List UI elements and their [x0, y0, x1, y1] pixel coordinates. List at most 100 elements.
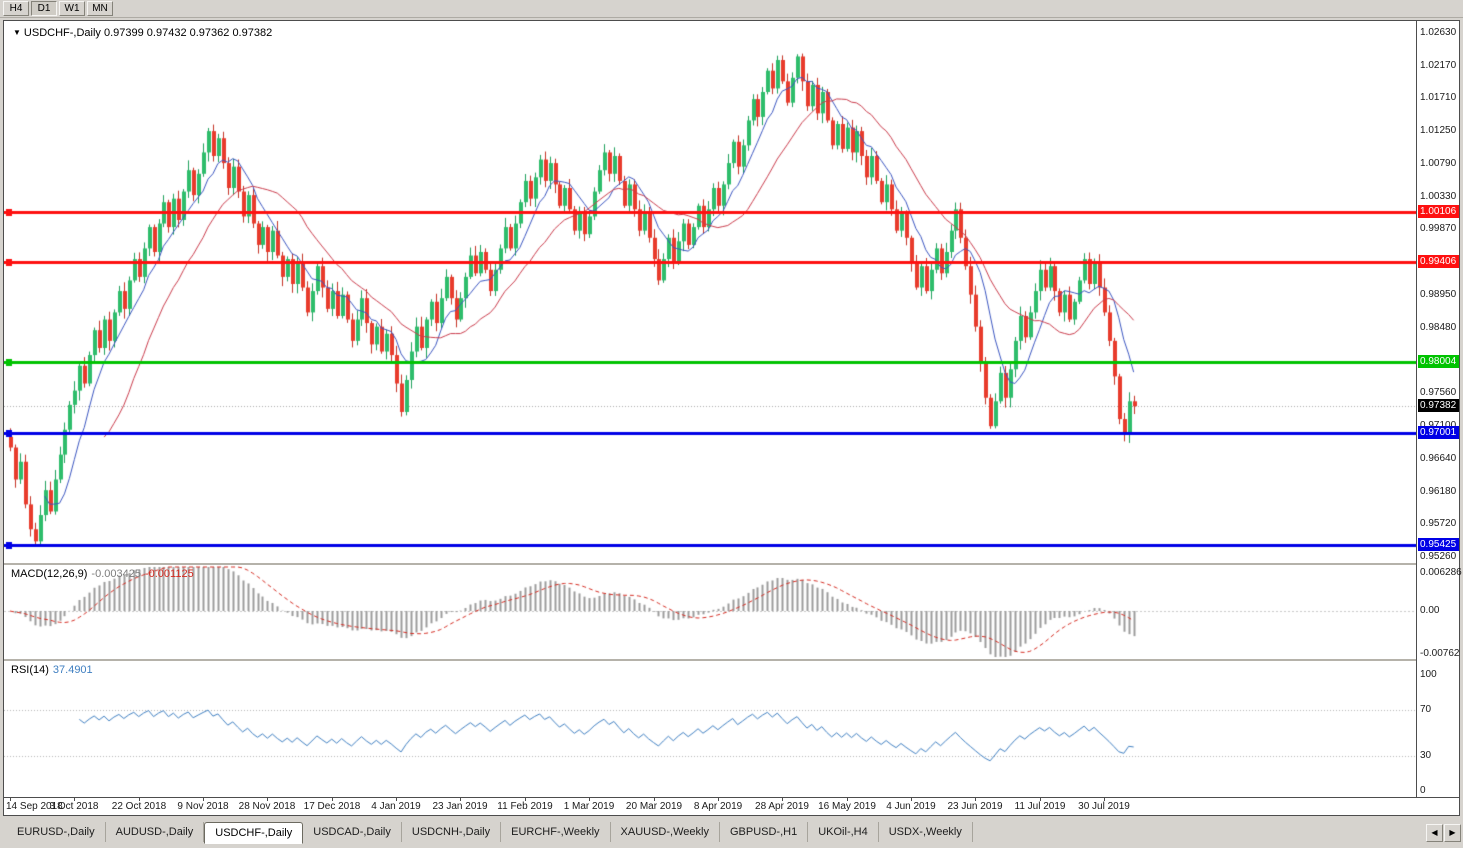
tab-usdcad-daily[interactable]: USDCAD-,Daily	[303, 822, 402, 842]
rsi-axis-tick: 70	[1420, 703, 1432, 715]
price-axis-tick: 0.95720	[1420, 518, 1457, 530]
hline-price-tag-3: 0.97001	[1418, 426, 1459, 439]
date-axis-tick	[525, 798, 526, 801]
price-axis-tick: 1.02170	[1420, 59, 1457, 71]
date-axis-label: 8 Apr 2019	[693, 801, 743, 812]
date-axis-label: 11 Jul 2019	[1014, 801, 1066, 812]
hline-price-tag-2: 0.98004	[1418, 355, 1459, 368]
tab-usdchf-daily[interactable]: USDCHF-,Daily	[204, 822, 304, 844]
tab-usdcnh-daily[interactable]: USDCNH-,Daily	[402, 822, 502, 842]
date-axis-label: 16 May 2019	[818, 801, 876, 812]
timeframe-toolbar: H4 D1 W1 MN	[0, 0, 1463, 18]
tab-usdx-weekly[interactable]: USDX-,Weekly	[879, 822, 973, 842]
current-price-tag: 0.97382	[1418, 399, 1459, 412]
macd-main-value: -0.003425	[91, 568, 141, 580]
date-axis-tick	[654, 798, 655, 801]
tab-audusd-daily[interactable]: AUDUSD-,Daily	[106, 822, 205, 842]
date-axis-label: 30 Jul 2019	[1078, 801, 1130, 812]
date-axis-tick	[460, 798, 461, 801]
date-axis-tick	[10, 798, 11, 801]
date-axis-tick	[332, 798, 333, 801]
pane-splitter-rsi[interactable]	[4, 659, 1459, 661]
macd-label: MACD(12,26,9) -0.003425 -0.001125	[11, 568, 194, 580]
tab-scroll-buttons: ◀ ▶	[1426, 824, 1461, 842]
price-axis-tick: 1.01710	[1420, 92, 1457, 104]
date-axis-label: 28 Apr 2019	[755, 801, 809, 812]
date-axis-label: 14 Sep 2018	[6, 801, 63, 812]
price-axis-tick: 0.96180	[1420, 485, 1457, 497]
date-axis[interactable]: 14 Sep 2018 3 Oct 2018 22 Oct 2018 9 Nov 20…	[4, 797, 1459, 815]
date-axis-tick	[847, 798, 848, 801]
macd-name: MACD(12,26,9)	[11, 568, 88, 580]
price-axis-tick: 0.96640	[1420, 452, 1457, 464]
date-axis-label: 23 Jan 2019	[432, 801, 488, 812]
tab-xauusd-weekly[interactable]: XAUUSD-,Weekly	[611, 822, 720, 842]
price-axis-tick: 1.00790	[1420, 157, 1457, 169]
date-axis-tick	[589, 798, 590, 801]
rsi-name: RSI(14)	[11, 664, 49, 676]
pane-splitter-macd[interactable]	[4, 563, 1459, 565]
chart-ohlc-values: 0.97399 0.97432 0.97362 0.97382	[103, 27, 273, 39]
date-axis-label: 20 Mar 2019	[625, 801, 683, 812]
timeframe-button-h4[interactable]: H4	[3, 1, 29, 16]
date-axis-tick	[203, 798, 204, 801]
date-axis-tick	[911, 798, 912, 801]
hline-price-tag-1: 0.99406	[1418, 255, 1459, 268]
tab-scroll-right-button[interactable]: ▶	[1444, 824, 1461, 842]
date-axis-tick	[1104, 798, 1105, 801]
price-axis-tick: 0.98480	[1420, 322, 1457, 334]
price-axis-tick: 0.97560	[1420, 387, 1457, 399]
chart-marker-icon: ▼	[13, 28, 21, 37]
rsi-axis-tick: 100	[1420, 669, 1437, 680]
price-axis-tick: 0.97100	[1420, 420, 1456, 431]
macd-signal-value: -0.001125	[144, 568, 194, 580]
rsi-label: RSI(14) 37.4901	[11, 664, 93, 676]
rsi-canvas[interactable]	[4, 661, 1416, 797]
hline-price-tag-0: 1.00106	[1418, 205, 1459, 218]
date-axis-label: 4 Jan 2019	[371, 801, 421, 812]
macd-axis-tick: 0.006286	[1420, 567, 1462, 578]
date-axis-tick	[1040, 798, 1041, 801]
date-axis-label: 11 Feb 2019	[497, 801, 553, 812]
chart-window: ▼ USDCHF-,Daily 0.97399 0.97432 0.97362 0…	[3, 20, 1462, 816]
price-chart-canvas[interactable]	[4, 21, 1416, 563]
rsi-value: 37.4901	[52, 664, 93, 676]
date-axis-label: 17 Dec 2018	[303, 801, 361, 812]
price-axis-tick: 1.01250	[1420, 125, 1457, 137]
date-axis-tick	[267, 798, 268, 801]
rsi-axis-tick: 0	[1420, 785, 1426, 796]
date-axis-label: 9 Nov 2018	[177, 801, 229, 812]
date-axis-tick	[74, 798, 75, 801]
tab-ukoil-h4[interactable]: UKOil-,H4	[808, 822, 879, 842]
hline-price-tag-4: 0.95425	[1418, 538, 1459, 551]
date-axis-label: 3 Oct 2018	[49, 801, 99, 812]
date-axis-tick	[782, 798, 783, 801]
macd-canvas[interactable]	[4, 565, 1416, 659]
date-axis-tick	[139, 798, 140, 801]
tab-gbpusd-h1[interactable]: GBPUSD-,H1	[720, 822, 809, 842]
date-axis-label: 22 Oct 2018	[111, 801, 167, 812]
date-axis-label: 4 Jun 2019	[886, 801, 936, 812]
chart-title: ▼ USDCHF-,Daily 0.97399 0.97432 0.97362 0…	[13, 27, 272, 39]
timeframe-button-w1[interactable]: W1	[59, 1, 85, 16]
price-axis[interactable]: 1.02630 1.02170 1.01710 1.01250 1.00790 1.003…	[1416, 21, 1462, 797]
date-axis-label: 23 Jun 2019	[947, 801, 1003, 812]
date-axis-label: 1 Mar 2019	[563, 801, 615, 812]
tab-scroll-left-button[interactable]: ◀	[1426, 824, 1443, 842]
price-axis-tick: 0.98950	[1420, 288, 1457, 300]
price-axis-tick: 1.00330	[1420, 190, 1457, 202]
tab-eurchf-weekly[interactable]: EURCHF-,Weekly	[501, 822, 611, 842]
rsi-axis-tick: 30	[1420, 750, 1432, 762]
macd-axis-tick: -0.00762	[1420, 648, 1460, 659]
timeframe-button-d1[interactable]: D1	[31, 1, 57, 16]
tab-eurusd-daily[interactable]: EURUSD-,Daily	[7, 822, 106, 842]
timeframe-button-mn[interactable]: MN	[87, 1, 113, 16]
date-axis-tick	[718, 798, 719, 801]
date-axis-label: 28 Nov 2018	[238, 801, 296, 812]
chart-tabbar: EURUSD-,Daily AUDUSD-,Daily USDCHF-,Daily U…	[0, 820, 1463, 846]
price-axis-tick: 1.02630	[1420, 27, 1457, 38]
chart-symbol-label: USDCHF-,Daily	[23, 27, 101, 39]
date-axis-tick	[396, 798, 397, 801]
price-axis-tick: 0.99870	[1420, 223, 1457, 235]
price-axis-tick: 0.95260	[1420, 551, 1457, 562]
